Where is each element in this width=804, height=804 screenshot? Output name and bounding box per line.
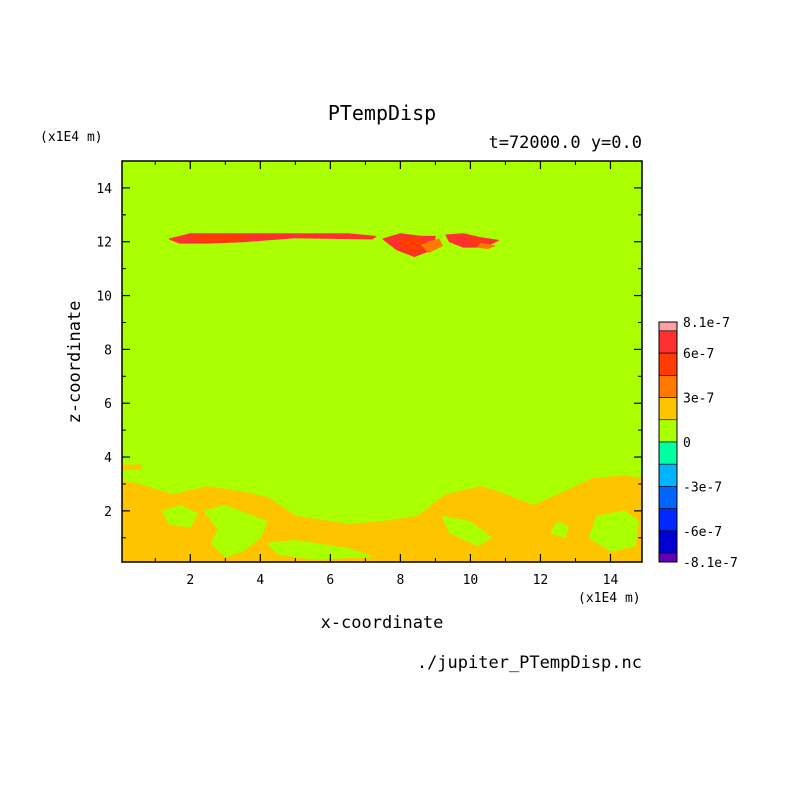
colorbar-band xyxy=(658,397,678,421)
colorbar-band xyxy=(658,486,678,509)
contour-region xyxy=(203,505,268,558)
x-unit-label: (x1E4 m) xyxy=(578,591,641,606)
colorbar-band xyxy=(658,530,678,554)
contour-regions xyxy=(121,233,643,563)
y-tick-label: 2 xyxy=(104,505,112,520)
colorbar-band xyxy=(658,419,678,443)
contour-region xyxy=(441,515,492,547)
colorbar-band xyxy=(658,321,678,332)
colorbar-band xyxy=(658,330,678,354)
colorbar-band xyxy=(658,508,678,532)
y-tick-label: 4 xyxy=(104,451,112,466)
contour-region xyxy=(399,237,429,253)
colorbar-label: 3e-7 xyxy=(683,392,714,407)
y-tick-label: 8 xyxy=(104,343,112,358)
plot-frame xyxy=(121,160,643,563)
colorbar-band xyxy=(658,352,678,376)
contour-region xyxy=(189,234,247,243)
contour-region xyxy=(266,540,373,560)
colorbar-band xyxy=(658,552,678,563)
y-axis: 2 4 6 8 10 12 14 xyxy=(96,182,642,539)
contour-region xyxy=(589,510,639,552)
x-axis: 2 4 6 8 10 12 14 xyxy=(154,161,619,588)
x-tick-label: 12 xyxy=(533,573,549,588)
colorbar-label: 6e-7 xyxy=(683,347,714,362)
y-tick-label: 12 xyxy=(96,236,112,251)
chart-title: PTempDisp xyxy=(328,101,436,125)
colorbar-label: -6e-7 xyxy=(683,525,722,540)
colorbar-label: 8.1e-7 xyxy=(683,316,730,331)
source-filename: ./jupiter_PTempDisp.nc xyxy=(417,653,642,673)
colorbar-label: 0 xyxy=(683,436,691,451)
contour-region xyxy=(121,464,142,470)
y-unit-label: (x1E4 m) xyxy=(40,130,103,145)
chart-subtitle: t=72000.0 y=0.0 xyxy=(488,133,642,153)
contour-region xyxy=(466,237,485,244)
colorbar-label: -3e-7 xyxy=(683,480,722,495)
y-tick-label: 14 xyxy=(96,182,112,197)
x-tick-label: 8 xyxy=(396,573,404,588)
y-tick-label: 6 xyxy=(104,397,112,412)
colorbar-band xyxy=(658,375,678,398)
contour-region xyxy=(550,521,569,539)
x-tick-label: 2 xyxy=(186,573,194,588)
contour-region xyxy=(420,238,443,253)
colorbar-frame xyxy=(658,321,678,563)
x-tick-label: 6 xyxy=(326,573,334,588)
x-tick-label: 10 xyxy=(463,573,479,588)
colorbar-band xyxy=(658,463,678,487)
colorbar-label: -8.1e-7 xyxy=(683,556,738,571)
y-tick-label: 10 xyxy=(96,290,112,305)
x-tick-label: 14 xyxy=(603,573,619,588)
x-tick-label: 4 xyxy=(256,573,264,588)
contour-region xyxy=(161,505,198,528)
colorbar: 8.1e-7 6e-7 3e-7 0 -3e-7 -6e-7 -8.1e-7 xyxy=(658,316,738,571)
contour-region xyxy=(476,242,496,249)
y-axis-label: z-coordinate xyxy=(65,301,85,424)
x-axis-label: x-coordinate xyxy=(321,613,444,633)
colorbar-band xyxy=(658,441,678,465)
plot-area: 2 4 6 8 10 12 14 2 4 6 8 10 12 14 xyxy=(96,160,643,588)
